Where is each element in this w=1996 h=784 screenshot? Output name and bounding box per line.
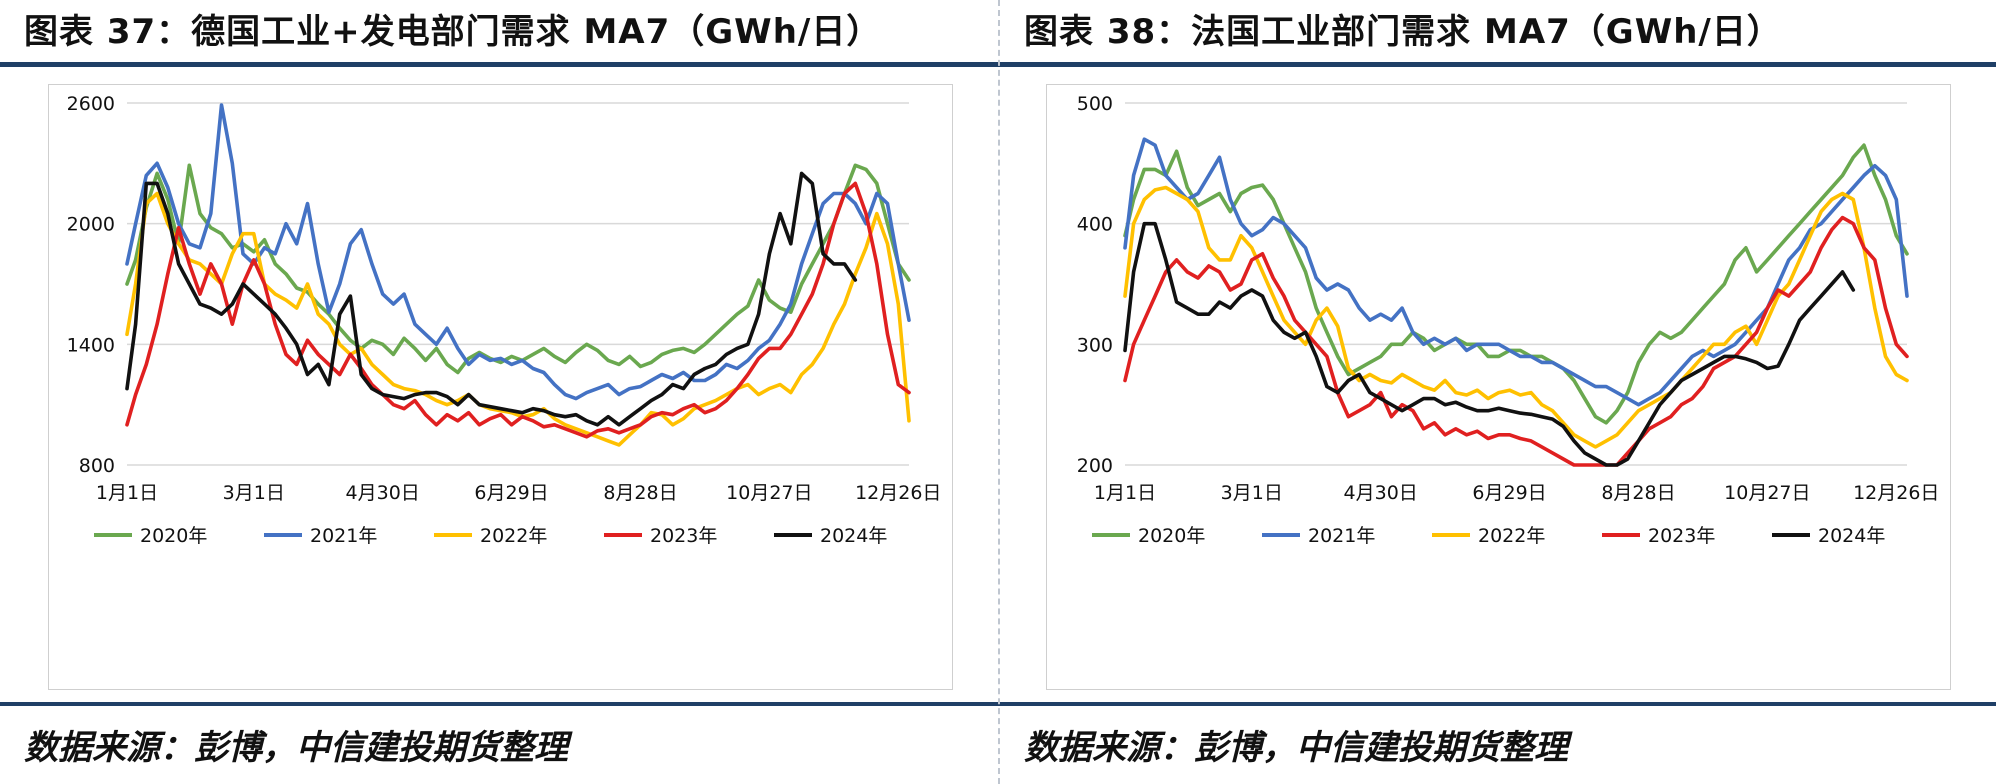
y-tick-label: 500 xyxy=(1077,93,1113,115)
x-tick-label: 12月26日 xyxy=(855,482,941,504)
legend-label: 2024年 xyxy=(820,525,887,547)
series-line-2022年 xyxy=(1123,185,1909,449)
left-panel: 图表 37：德国工业+发电部门需求 MA7（GWh/日） 800 1400 2000… xyxy=(0,12,1000,768)
chart-frame-france: 200 300 400 500 1月1日 3月1日 4月30日 6月29日 8月28日 10月27… xyxy=(1046,84,1951,690)
legend-label: 2021年 xyxy=(310,525,377,547)
x-tick-label: 3月1日 xyxy=(223,482,285,504)
series-line-2021年 xyxy=(125,103,911,401)
title-rule xyxy=(0,62,1000,67)
y-tick-label: 400 xyxy=(1077,214,1113,236)
source-note-france: 数据来源：彭博，中信建投期货整理 xyxy=(1024,728,1568,768)
x-tick-label: 10月27日 xyxy=(726,482,812,504)
x-tick-label: 6月29日 xyxy=(474,482,548,504)
legend-label: 2022年 xyxy=(480,525,547,547)
legend-label: 2020年 xyxy=(1138,525,1205,547)
legend-label: 2023年 xyxy=(650,525,717,547)
chart-title-germany: 图表 37：德国工业+发电部门需求 MA7（GWh/日） xyxy=(24,12,882,52)
chart-title-france: 图表 38：法国工业部门需求 MA7（GWh/日） xyxy=(1024,12,1782,52)
x-tick-label: 10月27日 xyxy=(1724,482,1810,504)
source-rule xyxy=(1000,702,1996,706)
series-line-2021年 xyxy=(1123,137,1909,407)
source-note-germany: 数据来源：彭博，中信建投期货整理 xyxy=(24,728,568,768)
chart-frame-germany: 800 1400 2000 2600 1月1日 3月1日 4月30日 6月29日 8月28日 10… xyxy=(48,84,953,690)
legend-label: 2022年 xyxy=(1478,525,1545,547)
series-line-2024年 xyxy=(1123,221,1856,467)
x-tick-label: 3月1日 xyxy=(1221,482,1283,504)
y-tick-label: 2000 xyxy=(67,214,115,236)
y-tick-label: 200 xyxy=(1077,455,1113,477)
series-line-2020年 xyxy=(1123,143,1909,425)
panel-divider xyxy=(998,0,1000,784)
france-demand-chart: 200 300 400 500 1月1日 3月1日 4月30日 6月29日 8月28日 10月27… xyxy=(1077,93,1940,547)
series-line-2023年 xyxy=(125,181,911,439)
right-panel: 图表 38：法国工业部门需求 MA7（GWh/日） 200 300 400 500 1月… xyxy=(1000,0,1996,784)
legend-label: 2020年 xyxy=(140,525,207,547)
y-tick-label: 300 xyxy=(1077,334,1113,356)
x-tick-label: 6月29日 xyxy=(1472,482,1546,504)
series-line-2022年 xyxy=(125,191,911,447)
source-rule xyxy=(0,702,1000,706)
y-tick-label: 800 xyxy=(79,455,115,477)
legend-label: 2021年 xyxy=(1308,525,1375,547)
series-line-2020年 xyxy=(125,163,911,375)
x-tick-label: 8月28日 xyxy=(1601,482,1675,504)
series-line-2023年 xyxy=(1123,215,1909,467)
x-tick-label: 8月28日 xyxy=(603,482,677,504)
legend-label: 2024年 xyxy=(1818,525,1885,547)
series-line-2024年 xyxy=(125,171,858,427)
x-tick-label: 4月30日 xyxy=(1344,482,1418,504)
x-tick-label: 1月1日 xyxy=(1094,482,1156,504)
x-tick-label: 4月30日 xyxy=(346,482,420,504)
x-tick-label: 1月1日 xyxy=(96,482,158,504)
title-rule xyxy=(1000,62,1996,67)
legend-label: 2023年 xyxy=(1648,525,1715,547)
y-tick-label: 2600 xyxy=(67,93,115,115)
y-tick-label: 1400 xyxy=(67,334,115,356)
x-tick-label: 12月26日 xyxy=(1853,482,1939,504)
germany-demand-chart: 800 1400 2000 2600 1月1日 3月1日 4月30日 6月29日 8月28日 10… xyxy=(67,93,942,547)
